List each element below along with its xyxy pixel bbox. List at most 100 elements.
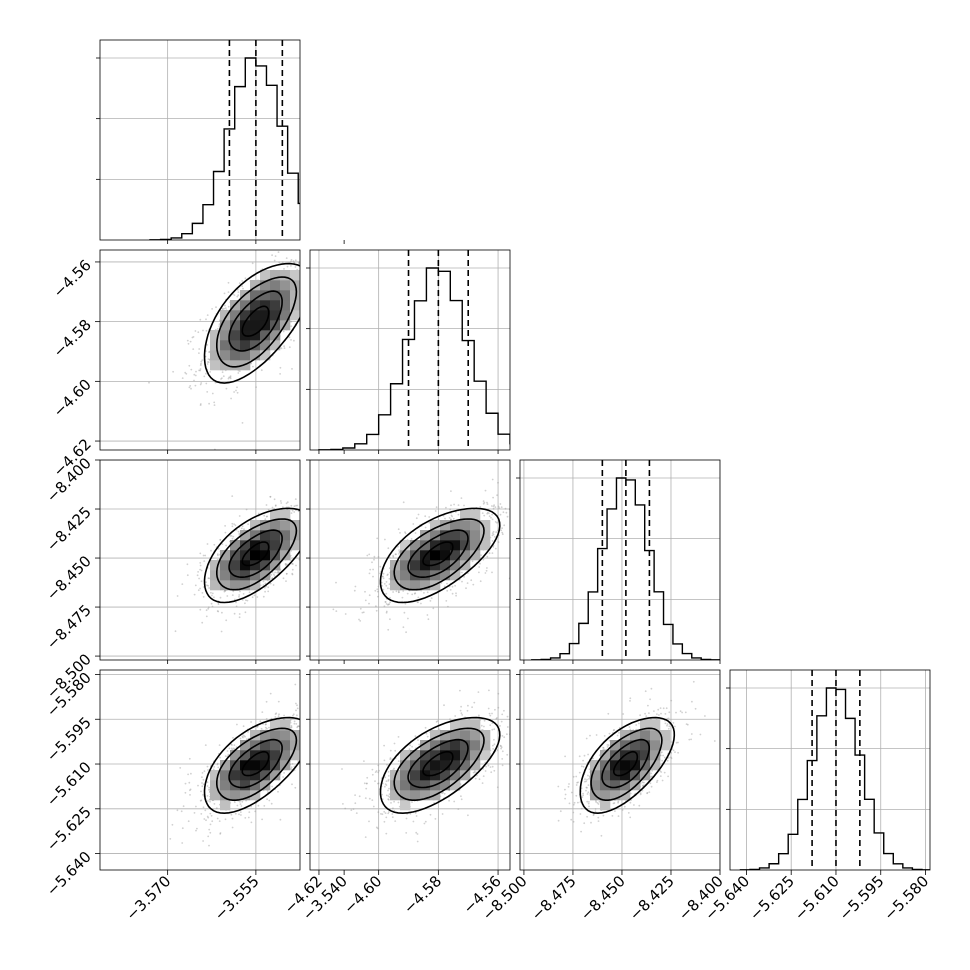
scatter-point [460,712,463,715]
scatter-point [239,800,241,803]
scatter-point [585,789,587,792]
scatter-point [674,725,676,728]
scatter-point [224,525,227,527]
scatter-point [198,352,200,354]
scatter-point [387,775,390,777]
scatter-point [385,603,388,605]
scatter-point [207,606,210,609]
scatter-point [269,495,272,498]
scatter-point [320,274,322,276]
scatter-point [649,782,652,785]
density-cell [450,720,461,731]
scatter-point [305,723,307,725]
scatter-point [577,781,579,784]
scatter-point [280,246,282,248]
scatter-point [506,733,508,736]
scatter-point [203,375,206,378]
scatter-point [627,812,630,814]
scatter-point [597,803,600,805]
scatter-point [617,801,619,804]
density-cell [420,530,431,541]
scatter-point [356,502,358,504]
scatter-point [641,781,644,784]
scatter-point [294,683,297,686]
scatter-point [342,803,344,805]
density-cell [440,540,451,551]
panel-content [310,250,510,450]
density-cell [250,580,261,591]
scatter-point [229,535,232,537]
contour-3 [579,716,676,815]
scatter-point [230,535,233,537]
scatter-point [316,276,318,278]
scatter-point [500,529,503,532]
scatter-point [656,713,658,715]
scatter-point [224,755,227,757]
density-cell [220,560,231,571]
density-cell [260,520,271,531]
scatter-point [251,262,254,265]
scatter-point [373,558,375,561]
scatter-point [241,285,244,288]
scatter-point [193,373,196,376]
scatter-point [564,797,566,800]
scatter-point [241,735,244,738]
scatter-point [493,728,496,731]
scatter-point [381,813,384,816]
scatter-point [227,753,230,756]
scatter-point [466,582,469,584]
scatter-point [644,690,647,693]
scatter-point [302,722,304,724]
scatter-point [273,573,275,576]
scatter-point [196,574,199,577]
scatter-point [642,784,645,787]
scatter-point [238,532,241,535]
scatter-point [290,260,292,263]
scatter-point [480,724,483,727]
scatter-point [189,789,191,792]
density-cell [290,750,300,761]
scatter-point [416,840,419,843]
scatter-point [497,505,500,508]
scatter-point [238,613,241,615]
scatter-point [580,830,582,833]
density-cell [220,320,231,331]
scatter-point [372,575,374,578]
scatter-point [583,822,586,825]
density-cell [610,780,621,791]
scatter-point [324,690,326,692]
scatter-point [380,813,382,815]
scatter-point [607,712,610,715]
scatter-point [279,500,282,502]
scatter-point [217,610,220,613]
scatter-point [181,377,184,379]
scatter-point [306,282,308,284]
scatter-point [415,831,418,834]
scatter-point [423,822,426,825]
scatter-point [283,347,286,349]
scatter-point [282,577,285,580]
scatter-point [197,331,200,334]
scatter-point [294,259,297,262]
density-cell [230,350,241,361]
scatter-point [467,704,469,707]
scatter-point [273,575,276,577]
scatter-point [190,387,192,390]
y-tick-label: −5.625 [43,803,95,855]
density-cell [460,540,471,551]
scatter-point [223,590,226,593]
scatter-point [453,800,456,803]
scatter-point [234,524,237,527]
scatter-point [233,801,236,804]
scatter-point [227,377,230,380]
scatter-point [329,298,331,300]
scatter-point [404,602,407,605]
density-cell [400,750,411,761]
density-cell [230,780,241,791]
scatter-point [267,509,270,511]
density-cell [590,760,601,771]
scatter-point [665,707,668,710]
scatter-point [274,505,277,507]
scatter-point [202,554,205,557]
scatter-point [233,598,236,601]
